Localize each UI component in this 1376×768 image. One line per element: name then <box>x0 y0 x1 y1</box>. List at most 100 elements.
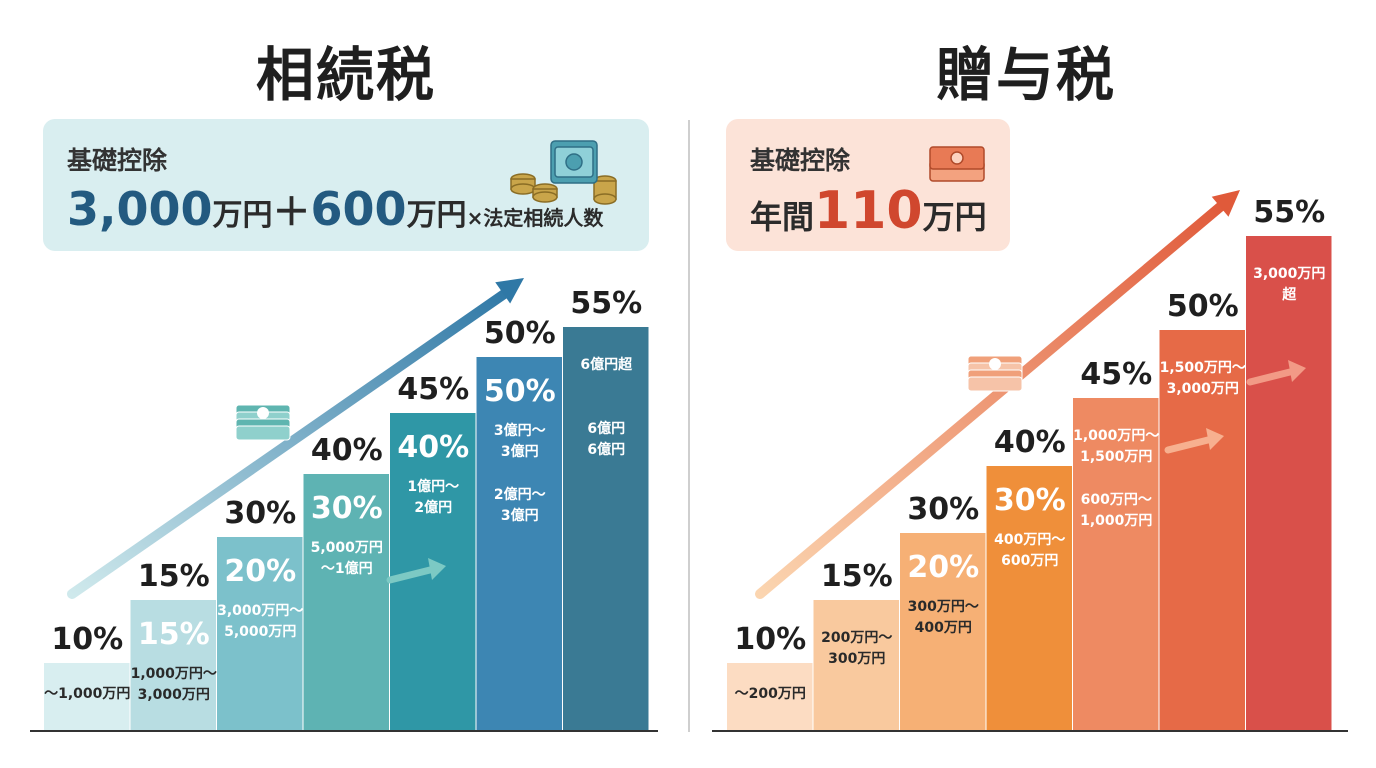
inh-rate-label: 45% <box>397 372 469 407</box>
inheritance-tax-title: 相続税 <box>255 41 436 109</box>
gift-small-arrow-1-head <box>1206 428 1224 450</box>
cash-stack-icon <box>235 404 291 441</box>
gift-small-arrow-2-head <box>1288 360 1306 382</box>
money-stack-icon <box>929 146 985 182</box>
gift-range-label: 400万円 <box>915 620 972 636</box>
inh-range-label: 5,000万円 <box>224 624 296 640</box>
heirs-multiplier: ×法定相続人数 <box>466 206 604 230</box>
gift-rate-label: 55% <box>1253 195 1325 230</box>
gift-bar <box>1246 236 1332 730</box>
inh-bar <box>217 537 303 730</box>
gift-rate-label: 40% <box>994 425 1066 460</box>
gift-range-label-lower: 1,000万円 <box>1080 513 1152 529</box>
inh-range-label-lower: 3億円 <box>501 507 539 524</box>
inh-range-label-lower: 6億円 <box>587 420 625 437</box>
gift-range-label: 200万円～ <box>821 630 892 646</box>
gift-range-label: 3,000万円 <box>1167 381 1239 397</box>
inh-bar <box>563 327 649 730</box>
gift-rate-label: 10% <box>734 622 806 657</box>
inh-inner-rate-label: 40% <box>397 430 469 465</box>
inh-inner-rate-label: 15% <box>138 617 210 652</box>
basic-deduction-label: 基礎控除 <box>67 146 168 175</box>
inh-range-label: ～1,000万円 <box>44 686 130 702</box>
inh-range-label: ～1億円 <box>321 560 373 577</box>
annual-label: 年間 <box>750 198 815 236</box>
cash-stack-icon <box>967 355 1023 392</box>
gift-bar <box>986 466 1072 730</box>
gift-small-arrow-2-shaft <box>1246 368 1294 386</box>
gift-range-label: 1,500万円 <box>1080 449 1152 465</box>
gift-range-label: ～200万円 <box>735 686 806 702</box>
gift-range-label: 1,000万円～ <box>1073 428 1159 444</box>
gift-deduction-formula: 年間110万円 <box>750 181 987 241</box>
money-coins-icon <box>510 140 617 205</box>
inh-small-arrow-head <box>428 558 446 580</box>
deduction-per-heir-unit: 万円 <box>406 198 467 233</box>
inh-bar <box>44 663 130 730</box>
inh-rate-label: 30% <box>224 496 296 531</box>
inheritance-deduction-formula: 3,000万円＋600万円×法定相続人数 <box>67 181 603 236</box>
gift-inner-rate-label: 20% <box>907 550 979 585</box>
gift-deduction-unit: 万円 <box>922 198 987 236</box>
plus-sign: ＋ <box>272 190 311 234</box>
inh-range-label: 3億円～ <box>494 422 546 439</box>
inheritance-basic-deduction-box: 基礎控除 3,000万円＋600万円×法定相続人数 <box>43 119 649 251</box>
inh-trend-arrow-shaft <box>67 285 515 599</box>
inh-range-label: 1,000万円～ <box>131 666 217 682</box>
gift-range-label: 3,000万円 <box>1253 266 1325 282</box>
gift-rate-label: 15% <box>821 559 893 594</box>
gift-rate-label: 50% <box>1167 289 1239 324</box>
inh-range-label-lower: 6億円 <box>587 441 625 458</box>
gift-range-label: 1,500万円～ <box>1160 360 1246 376</box>
inheritance-chart-baseline <box>30 730 658 732</box>
inh-rate-label: 40% <box>311 433 383 468</box>
gift-basic-deduction-box: 基礎控除 年間110万円 <box>726 119 1010 251</box>
gift-inner-rate-label: 30% <box>994 483 1066 518</box>
deduction-base-amount: 3,000 <box>67 182 213 236</box>
inh-small-arrow-shaft <box>386 566 434 584</box>
gift-range-label: 300万円～ <box>908 599 979 615</box>
center-divider <box>688 120 690 732</box>
gift-bar <box>900 533 986 730</box>
inh-trend-arrow-head <box>495 278 524 304</box>
basic-deduction-label: 基礎控除 <box>750 146 851 175</box>
inh-rate-label: 15% <box>138 559 210 594</box>
gift-bar <box>813 600 899 730</box>
inh-range-label: 3,000万円～ <box>217 603 303 619</box>
inh-range-label: 1億円～ <box>407 478 459 495</box>
gift-range-label: 超 <box>1281 286 1297 303</box>
gift-tax-title: 贈与税 <box>935 41 1116 109</box>
gift-rate-label: 30% <box>907 492 979 527</box>
gift-bar <box>1073 398 1159 730</box>
gift-rate-label: 45% <box>1080 357 1152 392</box>
inh-rate-label: 55% <box>570 286 642 321</box>
inh-rate-label: 10% <box>51 622 123 657</box>
inh-inner-rate-label: 50% <box>484 374 556 409</box>
gift-trend-arrow-head <box>1211 190 1240 217</box>
inh-inner-rate-label: 20% <box>224 554 296 589</box>
gift-range-label: 400万円～ <box>994 532 1065 548</box>
inh-range-label-lower: 2億円～ <box>494 486 546 503</box>
inh-inner-rate-label: 30% <box>311 491 383 526</box>
inh-range-label: 3億円 <box>501 443 539 460</box>
gift-chart-baseline <box>712 730 1348 732</box>
gift-bar <box>1159 330 1245 730</box>
inh-range-label: 6億円超 <box>580 356 633 373</box>
gift-small-arrow-1-shaft <box>1164 436 1212 454</box>
deduction-base-unit: 万円 <box>212 198 273 233</box>
inh-range-label: 2億円 <box>414 499 452 516</box>
gift-range-label-lower: 600万円～ <box>1081 492 1152 508</box>
inh-range-label: 3,000万円 <box>138 687 210 703</box>
gift-range-label: 600万円 <box>1001 553 1058 569</box>
gift-trend-arrow-shaft <box>755 197 1231 599</box>
gift-bar <box>727 663 813 730</box>
inh-range-label: 5,000万円 <box>311 540 383 556</box>
inh-bar <box>476 357 562 730</box>
inh-rate-label: 50% <box>484 316 556 351</box>
inh-bar <box>303 474 389 730</box>
inh-bar <box>130 600 216 730</box>
gift-deduction-amount: 110 <box>814 181 923 241</box>
gift-range-label: 300万円 <box>828 651 885 667</box>
deduction-per-heir-amount: 600 <box>310 182 407 236</box>
